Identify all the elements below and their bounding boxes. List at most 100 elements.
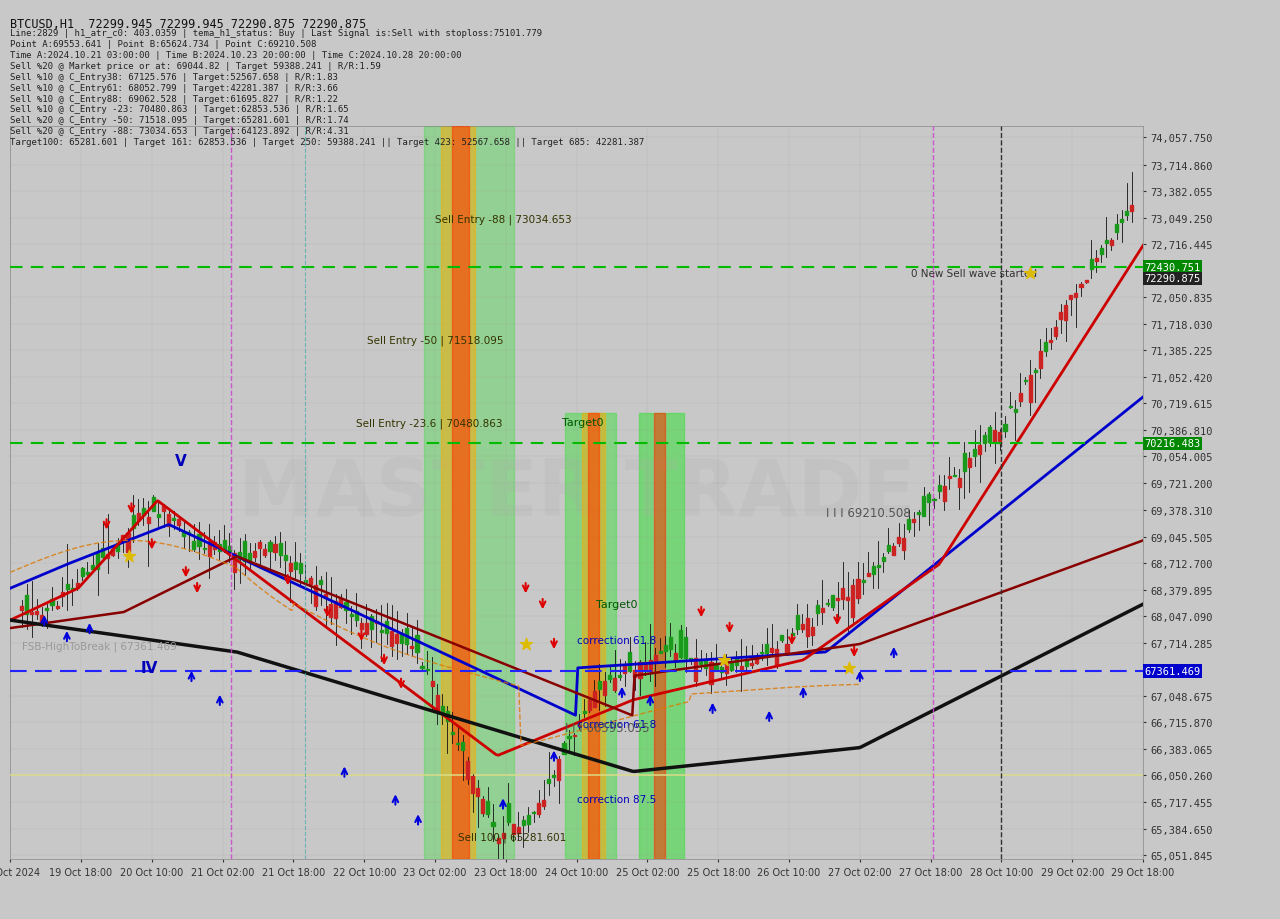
Bar	[329, 605, 333, 618]
Bar	[197, 534, 201, 546]
Bar	[1064, 306, 1068, 321]
Bar	[740, 666, 742, 669]
Text: Sell %20 @ C_Entry -50: 71518.095 | Target:65281.601 | R/R:1.74: Sell %20 @ C_Entry -50: 71518.095 | Targ…	[10, 116, 349, 125]
Bar	[735, 658, 737, 665]
Bar	[543, 800, 545, 806]
Bar	[20, 606, 23, 611]
Bar	[947, 477, 951, 478]
Bar	[1050, 341, 1052, 343]
Text: Time A:2024.10.21 03:00:00 | Time B:2024.10.23 20:00:00 | Time C:2024.10.28 20:0: Time A:2024.10.21 03:00:00 | Time B:2024…	[10, 51, 462, 60]
Bar	[55, 607, 59, 608]
Bar	[968, 459, 972, 468]
Bar	[360, 623, 362, 630]
Bar	[456, 743, 460, 744]
Bar	[709, 663, 713, 685]
Bar	[1130, 205, 1133, 211]
Bar	[1089, 260, 1093, 270]
Bar	[760, 652, 763, 653]
Bar	[517, 827, 520, 833]
Bar	[613, 678, 616, 691]
Bar	[644, 663, 646, 669]
Bar	[566, 414, 616, 859]
Bar	[983, 436, 987, 444]
Bar	[279, 543, 282, 555]
Bar	[248, 553, 251, 561]
Bar	[1105, 241, 1108, 244]
Text: Sell %10 @ C_Entry38: 67125.576 | Target:52567.658 | R/R:1.83: Sell %10 @ C_Entry38: 67125.576 | Target…	[10, 73, 338, 82]
Bar	[243, 541, 246, 562]
Bar	[826, 603, 829, 605]
Bar	[937, 485, 941, 492]
Text: FSB-HighToBreak | 67361.469: FSB-HighToBreak | 67361.469	[22, 641, 177, 652]
Bar	[1004, 425, 1006, 432]
Bar	[562, 743, 566, 754]
Bar	[259, 543, 261, 549]
Bar	[659, 652, 662, 653]
Bar	[284, 556, 287, 560]
Bar	[314, 585, 317, 607]
Bar	[1024, 380, 1027, 382]
Bar	[861, 580, 864, 582]
Bar	[1055, 327, 1057, 336]
Bar	[654, 414, 666, 859]
Bar	[308, 579, 312, 584]
Bar	[492, 823, 494, 825]
Bar	[678, 630, 682, 658]
Text: V: V	[174, 454, 187, 469]
Bar	[81, 569, 84, 576]
Bar	[608, 675, 611, 679]
Bar	[233, 554, 236, 573]
Bar	[942, 486, 946, 502]
Bar	[628, 652, 631, 671]
Bar	[127, 534, 129, 552]
Bar	[481, 800, 484, 813]
Bar	[502, 833, 504, 838]
Bar	[532, 812, 535, 813]
Bar	[228, 547, 230, 555]
Bar	[634, 671, 636, 677]
Bar	[765, 645, 768, 652]
Bar	[440, 127, 475, 859]
Bar	[557, 759, 561, 780]
Bar	[598, 681, 602, 688]
Bar	[187, 533, 191, 535]
Bar	[978, 446, 982, 454]
Bar	[370, 617, 372, 630]
Bar	[365, 623, 367, 635]
Bar	[293, 562, 297, 569]
Bar	[96, 553, 99, 570]
Bar	[106, 554, 109, 559]
Bar	[998, 432, 1001, 444]
Bar	[157, 515, 160, 517]
Bar	[507, 803, 509, 822]
Bar	[786, 645, 788, 653]
Bar	[957, 479, 961, 487]
Bar	[26, 596, 28, 614]
Bar	[390, 631, 393, 646]
Bar	[1115, 225, 1117, 233]
Text: Target0: Target0	[562, 418, 603, 428]
Bar	[831, 596, 835, 607]
Bar	[334, 601, 338, 618]
Bar	[137, 513, 140, 521]
Bar	[724, 664, 728, 674]
Bar	[60, 593, 64, 596]
Bar	[50, 599, 54, 606]
Bar	[538, 803, 540, 813]
Bar	[527, 815, 530, 824]
Bar	[856, 579, 860, 598]
Text: Sell %10 @ C_Entry61: 68052.799 | Target:42281.387 | R/R:3.66: Sell %10 @ C_Entry61: 68052.799 | Target…	[10, 84, 338, 93]
Bar	[425, 669, 429, 671]
Bar	[424, 127, 515, 859]
Text: 0 New Sell wave started: 0 New Sell wave started	[911, 269, 1037, 279]
Bar	[963, 454, 966, 471]
Bar	[319, 580, 323, 584]
Bar	[385, 621, 388, 633]
Bar	[675, 653, 677, 662]
Bar	[805, 618, 809, 636]
Bar	[923, 496, 925, 516]
Bar	[274, 545, 276, 552]
Bar	[324, 595, 328, 598]
Bar	[897, 537, 900, 543]
Bar	[572, 735, 576, 737]
